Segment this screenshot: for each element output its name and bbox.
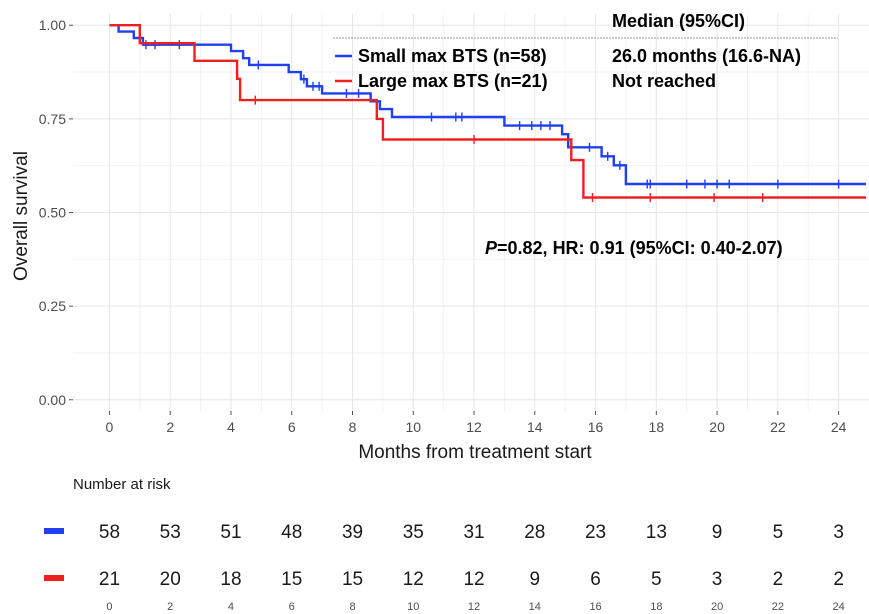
risk-time-label: 22 bbox=[772, 601, 784, 613]
risk-count: 2 bbox=[833, 569, 844, 590]
x-tick-label: 10 bbox=[405, 419, 421, 435]
risk-time-label: 8 bbox=[349, 601, 355, 613]
risk-count: 12 bbox=[463, 569, 484, 590]
x-tick-label: 20 bbox=[709, 419, 725, 435]
x-tick-label: 12 bbox=[466, 419, 482, 435]
p-value-annotation: P=0.82, HR: 0.91 (95%CI: 0.40-2.07) bbox=[485, 238, 783, 258]
x-tick-label: 18 bbox=[649, 419, 665, 435]
risk-count: 15 bbox=[281, 569, 302, 590]
y-tick-labels: 0.00 0.25 0.50 0.75 1.00 bbox=[39, 17, 73, 408]
risk-count: 15 bbox=[342, 569, 363, 590]
risk-time-label: 12 bbox=[468, 601, 480, 613]
grid-lines bbox=[73, 14, 869, 411]
risk-count: 9 bbox=[712, 522, 723, 543]
legend-median-small: 26.0 months (16.6-NA) bbox=[612, 46, 801, 66]
risk-time-label: 16 bbox=[589, 601, 601, 613]
y-tick-label: 0.50 bbox=[39, 205, 66, 221]
risk-count: 48 bbox=[281, 522, 302, 543]
x-axis-title: Months from treatment start bbox=[358, 442, 592, 463]
risk-row-swatch-small bbox=[44, 528, 64, 534]
risk-count: 9 bbox=[530, 569, 541, 590]
y-tick-label: 0.25 bbox=[39, 298, 66, 314]
legend: Median (95%CI) Small max BTS (n=58) 26.0… bbox=[333, 11, 838, 91]
risk-count: 23 bbox=[585, 522, 606, 543]
x-tick-labels: 0 2 4 6 8 10 12 14 16 18 20 22 24 bbox=[106, 411, 847, 435]
legend-label-small: Small max BTS (n=58) bbox=[358, 46, 547, 66]
legend-header: Median (95%CI) bbox=[612, 11, 745, 31]
risk-count: 6 bbox=[590, 569, 601, 590]
risk-count: 21 bbox=[99, 569, 120, 590]
y-axis-title: Overall survival bbox=[11, 151, 32, 281]
y-tick-label: 0.00 bbox=[39, 392, 66, 408]
risk-time-label: 6 bbox=[289, 601, 295, 613]
risk-count: 2 bbox=[773, 569, 784, 590]
risk-time-label: 20 bbox=[711, 601, 723, 613]
risk-count: 12 bbox=[403, 569, 424, 590]
x-tick-label: 14 bbox=[527, 419, 543, 435]
risk-count: 53 bbox=[160, 522, 181, 543]
risk-time-label: 0 bbox=[106, 601, 112, 613]
risk-count: 51 bbox=[220, 522, 241, 543]
y-tick-label: 0.75 bbox=[39, 111, 66, 127]
risk-count: 18 bbox=[220, 569, 241, 590]
risk-count: 5 bbox=[773, 522, 784, 543]
risk-table-title: Number at risk bbox=[73, 476, 171, 493]
risk-time-label: 2 bbox=[167, 601, 173, 613]
risk-count: 28 bbox=[524, 522, 545, 543]
survival-curve-small bbox=[109, 24, 866, 186]
x-tick-label: 8 bbox=[349, 419, 357, 435]
x-tick-label: 6 bbox=[288, 419, 296, 435]
risk-count: 13 bbox=[646, 522, 667, 543]
risk-count: 5 bbox=[651, 569, 662, 590]
y-tick-label: 1.00 bbox=[39, 17, 66, 33]
risk-count: 35 bbox=[403, 522, 424, 543]
risk-count: 39 bbox=[342, 522, 363, 543]
risk-count: 58 bbox=[99, 522, 120, 543]
legend-label-large: Large max BTS (n=21) bbox=[358, 71, 548, 91]
x-tick-label: 4 bbox=[227, 419, 235, 435]
risk-table: 58 53 51 48 39 35 31 28 23 13 9 5 321 20 18 15 15 12 12 9 6 5… bbox=[44, 522, 845, 613]
x-tick-label: 24 bbox=[831, 419, 847, 435]
risk-time-label: 14 bbox=[529, 601, 541, 613]
risk-count: 3 bbox=[712, 569, 723, 590]
survival-curve-large bbox=[109, 24, 866, 199]
risk-time-label: 18 bbox=[650, 601, 662, 613]
x-tick-label: 2 bbox=[166, 419, 174, 435]
risk-row-swatch-large bbox=[44, 575, 64, 581]
risk-time-label: 10 bbox=[407, 601, 419, 613]
p-value-letter: P bbox=[485, 238, 498, 258]
p-value-text: =0.82, HR: 0.91 (95%CI: 0.40-2.07) bbox=[497, 238, 783, 258]
x-tick-label: 0 bbox=[106, 419, 114, 435]
x-tick-label: 16 bbox=[588, 419, 604, 435]
risk-time-label: 4 bbox=[228, 601, 234, 613]
x-tick-label: 22 bbox=[770, 419, 786, 435]
legend-median-large: Not reached bbox=[612, 71, 716, 91]
risk-count: 3 bbox=[833, 522, 844, 543]
risk-count: 20 bbox=[160, 569, 181, 590]
survival-curves bbox=[109, 24, 866, 203]
risk-time-label: 24 bbox=[832, 601, 844, 613]
risk-count: 31 bbox=[463, 522, 484, 543]
